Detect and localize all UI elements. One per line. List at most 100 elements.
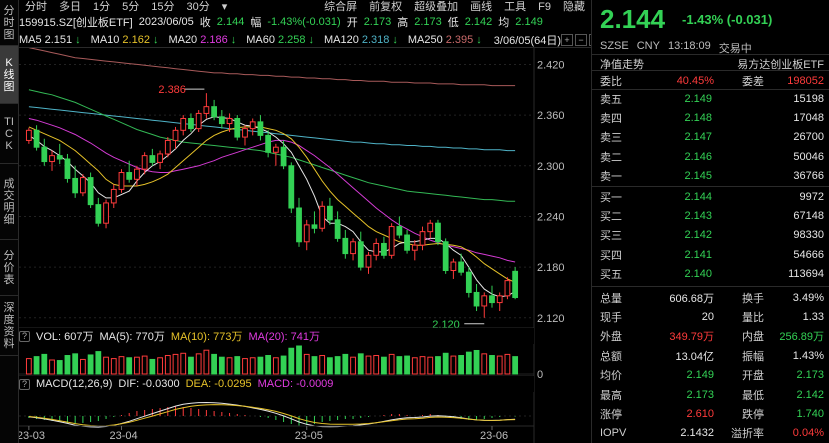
vol-ma5: MA(5): 770万 — [99, 331, 165, 343]
volume-bar — [134, 356, 140, 375]
ma-legend: MA5 2.151 ↓ MA10 2.162 ↓ MA20 2.186 ↓ MA60 2.258 ↓ M… — [19, 32, 602, 48]
help-icon[interactable]: ? — [19, 378, 30, 390]
candle — [180, 117, 187, 131]
candle — [41, 146, 48, 163]
stats-row: 总额 13.04亿 振幅 1.43% — [600, 346, 824, 365]
vtab-1[interactable]: K线图 — [0, 46, 18, 104]
stat-label: IOPV — [600, 427, 627, 440]
chart-area[interactable]: 2.420 2.360 2.300 2.240 2.180 2.120 2.386 2.120… — [19, 48, 591, 443]
view-tabs: 分时图 K线图 TICK 成交明细 分价表 深度资料 — [0, 0, 19, 443]
toolbar-button[interactable]: 综合屏 — [324, 1, 358, 13]
stats-row: IOPV 2.1432 溢折率 0.04% — [600, 424, 824, 443]
ma-value: 2.395 — [445, 33, 474, 46]
stat-label: 现手 — [600, 311, 622, 324]
period-tab[interactable]: 30分 — [186, 1, 210, 13]
candle — [134, 168, 140, 180]
candle — [234, 117, 241, 138]
period-tab[interactable]: 分时 — [25, 1, 47, 13]
stat-label: 内盘 — [742, 331, 764, 344]
volume-bar — [265, 355, 272, 375]
period-tab[interactable]: 5分 — [122, 1, 140, 13]
asks-row: 卖三 2.147 26700 — [600, 128, 824, 147]
ma20-line — [28, 118, 516, 263]
period-tab[interactable]: 1分 — [93, 1, 111, 13]
stat-value: 13.04亿 — [675, 350, 714, 363]
ma-value: 2.151 — [44, 33, 73, 46]
toolbar-button[interactable]: 超级叠加 — [414, 1, 459, 13]
ma-range: 3/06/05(64日) — [493, 34, 562, 47]
volume-bar — [95, 351, 102, 375]
volume-bar — [110, 358, 117, 375]
low-label: 低 — [447, 17, 459, 29]
vtab-0[interactable]: 分时图 — [0, 0, 18, 46]
ma-items: MA5 2.151 ↓ MA10 2.162 ↓ MA20 2.186 ↓ MA60 2.258 ↓ M… — [19, 34, 492, 46]
asks-price: 2.146 — [684, 150, 712, 163]
candle — [103, 202, 109, 224]
currency: CNY — [636, 40, 660, 52]
vtab-4[interactable]: 分价表 — [0, 240, 18, 296]
macd-dea: DEA: -0.0295 — [185, 378, 252, 390]
macd-value: MACD: -0.0009 — [257, 378, 334, 390]
kline-chart[interactable]: 2.4202.3602.3002.2402.1802.1202.3862.120… — [19, 48, 591, 443]
nav-trend-link[interactable]: 净值走势 — [600, 59, 644, 71]
volume-header: ? VOL: 607万 MA(5): 770万 MA(10): 773万 MA(… — [19, 328, 534, 344]
toolbar-button[interactable]: 工具 — [504, 1, 527, 13]
period-tab[interactable]: 15分 — [151, 1, 175, 13]
divider — [592, 70, 829, 71]
exchange: SZSE — [600, 40, 629, 52]
low-value: 2.142 — [464, 16, 493, 28]
candle — [388, 226, 395, 256]
toolbar-button[interactable]: 隐藏 — [563, 1, 585, 13]
bids-volume: 67148 — [793, 209, 824, 222]
bids-row: 买二 2.143 67148 — [600, 206, 824, 225]
bar-date: 2023/06/05 — [138, 16, 194, 28]
volume-bar — [79, 358, 86, 375]
period-tab[interactable]: 多日 — [59, 1, 81, 13]
candle — [373, 242, 380, 256]
candle — [49, 155, 55, 163]
volume-bar — [357, 353, 364, 375]
bids-price: 2.141 — [684, 248, 712, 261]
stat-label: 涨停 — [600, 408, 622, 421]
asks-label: 卖三 — [600, 132, 622, 145]
candle — [465, 271, 472, 293]
ma-item: MA120 2.318 ↓ — [324, 34, 398, 46]
period-tab[interactable]: ▾ — [221, 1, 228, 13]
candle — [326, 205, 333, 221]
volume-bar — [64, 355, 71, 375]
asks-label: 卖二 — [600, 151, 622, 164]
trade-status: 交易中 — [718, 43, 752, 55]
vtab-3[interactable]: 成交明细 — [0, 164, 18, 240]
candle — [303, 224, 310, 243]
open-value: 2.173 — [363, 16, 392, 28]
candle — [249, 121, 256, 130]
vtab-2[interactable]: TICK — [0, 104, 18, 164]
price-tick-label: 2.120 — [537, 313, 565, 325]
volume-bar — [365, 355, 372, 375]
candle — [411, 244, 418, 251]
candle — [242, 128, 248, 138]
macd-dif-line — [28, 401, 516, 428]
ma-value: 2.258 — [277, 33, 306, 46]
toolbar-button[interactable]: 前复权 — [369, 1, 403, 13]
stat-value: 1.740 — [796, 407, 824, 420]
volume-bar — [288, 347, 295, 375]
close-value: 2.144 — [216, 16, 245, 28]
vol-value: VOL: 607万 — [36, 331, 94, 343]
toolbar-button[interactable]: 画线 — [470, 1, 493, 13]
volume-bar — [234, 356, 241, 375]
help-icon[interactable]: ? — [19, 330, 30, 342]
stat-label: 量比 — [742, 311, 764, 324]
toolbar-button[interactable]: F9 — [538, 1, 551, 13]
stat-label: 最低 — [742, 389, 764, 402]
vtab-5[interactable]: 深度资料 — [0, 296, 18, 356]
macd-header: ? MACD(12,26,9) DIF: -0.0300 DEA: -0.029… — [19, 376, 534, 392]
volume-bar — [396, 356, 403, 375]
asks-label: 卖五 — [600, 93, 622, 106]
volume-bar — [33, 356, 40, 375]
zoom-in-button[interactable]: + — [561, 33, 574, 46]
volume-bar — [149, 358, 156, 375]
stat-value: 256.89万 — [779, 331, 824, 344]
zoom-out-button[interactable]: − — [575, 33, 588, 46]
